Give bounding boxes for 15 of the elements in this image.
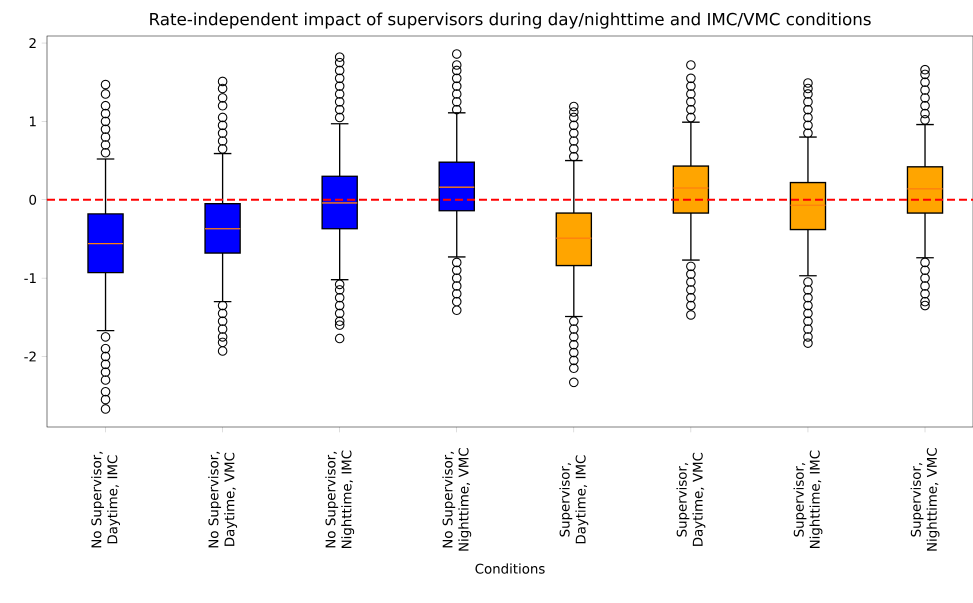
x-tick-label: Supervisor, Daytime, IMC [559, 455, 588, 544]
y-tick-label: -1 [24, 273, 36, 283]
x-tick-label: No Supervisor, Daytime, VMC [208, 452, 238, 548]
y-tick-label: 1 [30, 116, 36, 126]
x-tick-label: Supervisor, Nighttime, IMC [793, 450, 822, 548]
x-tick-label: No Supervisor, Nighttime, IMC [325, 450, 354, 548]
x-tick-label: Supervisor, Nighttime, VMC [910, 448, 940, 551]
x-axis-title: Conditions [475, 563, 545, 574]
y-tick-label: 2 [29, 38, 36, 48]
y-tick-label: 0 [29, 194, 36, 205]
y-tick-label: -2 [24, 352, 36, 362]
x-tick-label: No Supervisor, Daytime, IMC [91, 452, 120, 548]
x-tick-label: No Supervisor, Nighttime, VMC [442, 448, 472, 551]
chart-title: Rate-independent impact of supervisors during day/nighttime and IMC/VMC conditions [150, 12, 871, 29]
x-tick-label: Supervisor, Daytime, VMC [676, 452, 706, 546]
